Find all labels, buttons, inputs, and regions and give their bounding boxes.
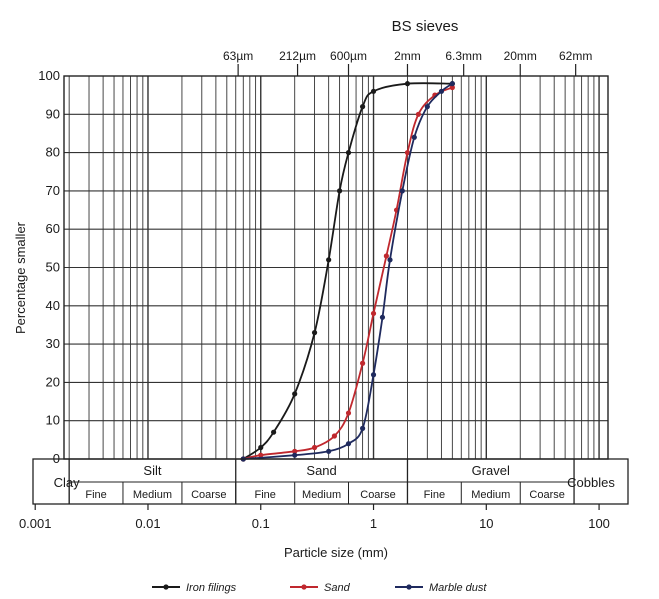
series-line-0 [242, 82, 453, 460]
class-label-main: Gravel [472, 463, 510, 478]
sieve-label: 6.3mm [445, 49, 482, 63]
legend-label: Sand [324, 582, 351, 594]
class-label-sub: Medium [302, 489, 341, 501]
class-label-sub: Coarse [191, 489, 226, 501]
series-line-2 [243, 82, 453, 460]
data-point [379, 314, 386, 320]
legend: Iron filings Sand Marble dust [152, 582, 487, 594]
data-point [370, 310, 377, 317]
y-tick-label: 100 [38, 68, 60, 83]
class-label-sub: Fine [85, 489, 106, 501]
series-line-1 [243, 86, 453, 460]
classification-table: Clay Silt Sand Gravel Cobbles Fine Medium Coars… [32, 458, 629, 505]
sieve-label: 62mm [559, 49, 592, 63]
data-point [359, 425, 366, 431]
data-point [326, 448, 332, 454]
class-label-sub: Coarse [529, 489, 564, 501]
y-tick-label: 30 [46, 336, 60, 351]
data-point [415, 111, 422, 117]
chart-title: BS sieves [392, 18, 459, 35]
data-point [383, 253, 389, 259]
legend-label: Iron filings [186, 582, 237, 594]
data-point [311, 444, 318, 451]
sieve-label: 2mm [394, 49, 421, 63]
legend-label: Marble dust [429, 582, 487, 594]
data-point [345, 441, 352, 447]
sieve-label: 600µm [330, 49, 367, 63]
data-point [311, 330, 318, 336]
y-tick-label: 10 [46, 413, 60, 428]
data-point [404, 150, 411, 156]
class-label-sub: Medium [471, 489, 510, 501]
class-label-sub: Fine [255, 489, 276, 501]
y-tick-label: 20 [46, 374, 60, 389]
data-point [292, 452, 298, 458]
data-point [292, 391, 298, 397]
data-point [258, 452, 264, 458]
data-point [438, 88, 445, 94]
y-tick-label: 90 [46, 106, 60, 121]
class-label-main: Sand [306, 463, 336, 478]
legend-marker [301, 584, 307, 590]
class-label-sub: Medium [133, 489, 172, 501]
legend-marker [163, 584, 169, 590]
data-point [424, 104, 430, 110]
x-tick-label: 10 [479, 516, 493, 531]
chart-grid [64, 75, 608, 460]
y-tick-label: 50 [46, 260, 60, 275]
series-lines [240, 81, 455, 462]
data-point [387, 257, 393, 263]
class-label-main: Clay [54, 475, 81, 490]
data-point [411, 134, 417, 140]
x-tick-label: 0.1 [252, 516, 270, 531]
x-tick-label: 100 [588, 516, 610, 531]
data-point [258, 444, 264, 451]
x-axis-label: Particle size (mm) [284, 545, 388, 560]
data-point [399, 188, 405, 194]
x-axis-ticks: 0.001 0.01 0.1 1 10 100 [19, 504, 610, 531]
class-label-sub: Fine [424, 489, 445, 501]
data-point [336, 188, 343, 194]
class-label-sub: Coarse [360, 489, 395, 501]
data-point [345, 410, 352, 416]
classification-frame [32, 458, 629, 505]
y-tick-label: 70 [46, 183, 60, 198]
x-tick-label: 0.01 [135, 516, 160, 531]
data-point [449, 81, 455, 87]
data-point [404, 81, 411, 87]
data-point [326, 257, 332, 263]
sieve-labels: 63µm 212µm 600µm 2mm 6.3mm 20mm 62mm [223, 49, 592, 76]
data-point [359, 360, 366, 366]
data-point [271, 429, 277, 435]
data-point [345, 150, 352, 156]
y-tick-label: 80 [46, 145, 60, 160]
x-tick-label: 1 [370, 516, 377, 531]
legend-marker [406, 584, 412, 590]
y-tick-label: 60 [46, 221, 60, 236]
class-label-main: Silt [143, 463, 161, 478]
sieve-label: 212µm [279, 49, 316, 63]
class-label-main: Cobbles [567, 475, 615, 490]
y-tick-label: 40 [46, 298, 60, 313]
data-point [449, 84, 455, 91]
sieve-label: 63µm [223, 49, 253, 63]
x-tick-label: 0.001 [19, 516, 52, 531]
data-point [331, 433, 338, 439]
data-point [370, 88, 377, 94]
data-point [292, 448, 298, 454]
y-axis-label: Percentage smaller [13, 221, 28, 334]
data-point [370, 372, 377, 378]
data-point [359, 104, 366, 110]
sieve-label: 20mm [504, 49, 537, 63]
